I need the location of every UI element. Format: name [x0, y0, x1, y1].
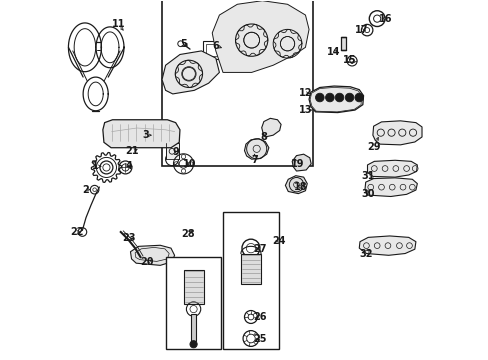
Text: 9: 9 [172, 147, 179, 157]
Text: 27: 27 [253, 244, 266, 254]
Bar [223, 212, 278, 348]
Text: 21: 21 [124, 146, 138, 156]
Circle shape [354, 93, 363, 102]
Polygon shape [285, 176, 306, 194]
Text: 7: 7 [251, 154, 257, 165]
Text: 11: 11 [111, 19, 125, 29]
Bar [165, 257, 221, 348]
Polygon shape [367, 160, 416, 177]
Polygon shape [359, 236, 415, 255]
Text: 26: 26 [253, 312, 266, 322]
Circle shape [335, 93, 343, 102]
Text: 25: 25 [253, 334, 266, 344]
Bar [191, 315, 195, 341]
Polygon shape [162, 51, 219, 94]
Text: 8: 8 [260, 132, 266, 142]
Polygon shape [212, 1, 308, 72]
Text: 17: 17 [355, 25, 368, 35]
Text: 31: 31 [361, 171, 374, 181]
Text: 19: 19 [290, 159, 304, 169]
Polygon shape [130, 245, 174, 265]
Text: 28: 28 [181, 229, 195, 239]
Text: 4: 4 [125, 161, 132, 171]
Text: 12: 12 [299, 88, 312, 98]
Circle shape [345, 93, 353, 102]
Circle shape [315, 93, 324, 102]
Text: 5: 5 [180, 40, 186, 49]
Text: 1: 1 [92, 161, 99, 171]
Text: 13: 13 [299, 105, 312, 115]
Text: 23: 23 [122, 233, 136, 243]
Text: 29: 29 [367, 141, 380, 152]
Polygon shape [102, 120, 180, 148]
Bar [165, 143, 178, 159]
Circle shape [190, 341, 197, 348]
Text: 20: 20 [140, 257, 153, 267]
Polygon shape [261, 118, 281, 137]
Polygon shape [308, 86, 363, 113]
Bar [203, 41, 221, 59]
Circle shape [325, 93, 333, 102]
Text: 14: 14 [326, 46, 340, 57]
Bar [241, 253, 261, 284]
Text: 24: 24 [272, 236, 285, 246]
Text: 32: 32 [358, 248, 372, 258]
Text: 30: 30 [361, 189, 374, 199]
Bar [183, 270, 203, 304]
Text: 16: 16 [379, 14, 392, 24]
Text: 18: 18 [294, 182, 307, 192]
Text: 10: 10 [183, 159, 196, 169]
Text: 22: 22 [70, 227, 83, 237]
Text: 15: 15 [342, 55, 356, 65]
Bar [162, 0, 312, 166]
Text: 2: 2 [82, 185, 89, 195]
Polygon shape [372, 121, 421, 145]
Bar [206, 44, 218, 56]
Polygon shape [364, 178, 416, 197]
Text: 6: 6 [212, 41, 219, 50]
Polygon shape [244, 139, 268, 159]
Bar [340, 37, 346, 50]
Polygon shape [292, 154, 310, 171]
Text: 3: 3 [142, 130, 149, 140]
